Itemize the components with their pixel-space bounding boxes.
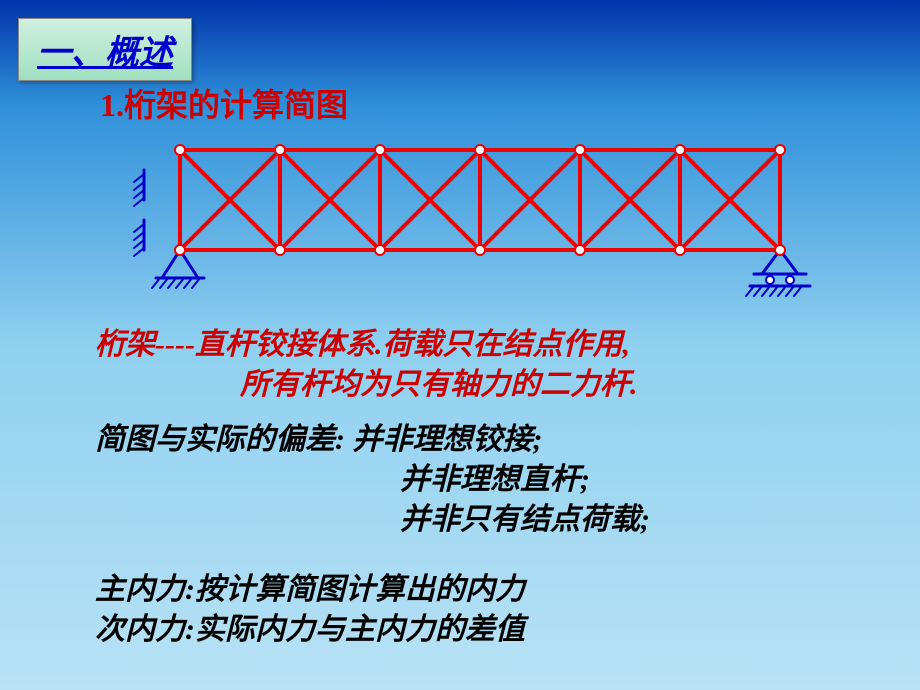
slide: 一、概述 1.桁架的计算简图 桁架----直杆铰接体系.荷载只在结点作用, 所有… (0, 0, 920, 690)
truss-diagram (120, 120, 820, 310)
desc-line-6: 主内力:按计算简图计算出的内力 (95, 570, 525, 611)
section-header-box: 一、概述 (18, 18, 192, 81)
desc-line-3: 简图与实际的偏差: 并非理想铰接; (95, 420, 542, 461)
desc-line-2: 所有杆均为只有轴力的二力杆. (240, 365, 638, 406)
desc-line-4: 并非理想直杆; (400, 460, 590, 501)
desc-line-5: 并非只有结点荷载; (400, 500, 650, 541)
desc-line-7: 次内力:实际内力与主内力的差值 (95, 610, 525, 651)
desc-line-1: 桁架----直杆铰接体系.荷载只在结点作用, (95, 325, 630, 366)
section-header: 一、概述 (37, 35, 173, 72)
